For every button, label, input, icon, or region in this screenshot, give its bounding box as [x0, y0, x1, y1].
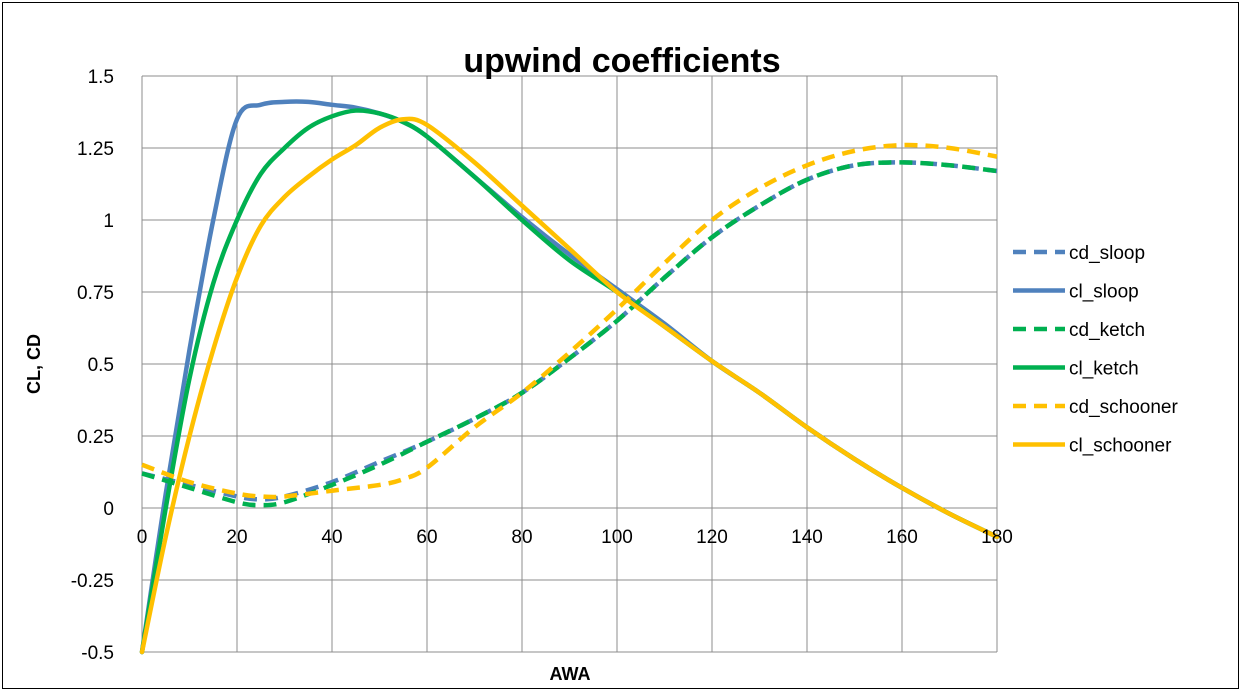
- y-tick-label: 1.25: [77, 139, 114, 160]
- series-layer: [139, 99, 1000, 655]
- x-tick-label: 0: [137, 527, 148, 548]
- y-tick-label: 0: [103, 499, 114, 520]
- series-line-cl-sloop: [139, 99, 1000, 655]
- grid-lines: [141, 75, 998, 653]
- y-tick-label: 1.5: [88, 67, 114, 88]
- x-tick-label: 40: [321, 527, 342, 548]
- x-tick-labels: 0 20 40 60 80 100 120 140 160 180: [137, 527, 1013, 548]
- x-tick-label: 80: [511, 527, 532, 548]
- x-tick-label: 20: [226, 527, 247, 548]
- y-tick-label: 0.75: [77, 283, 114, 304]
- x-tick-label: 160: [886, 527, 918, 548]
- y-tick-label: 1: [103, 211, 114, 232]
- legend-label-cl-sloop: cl_sloop: [1069, 282, 1139, 303]
- x-tick-label: 100: [601, 527, 633, 548]
- x-axis-label: AWA: [549, 664, 590, 684]
- legend-label-cd-schooner: cd_schooner: [1069, 397, 1178, 418]
- x-tick-label: 180: [981, 527, 1013, 548]
- y-tick-label: -0.5: [81, 643, 114, 664]
- x-tick-label: 120: [696, 527, 728, 548]
- series-line-cl-ketch: [139, 108, 1000, 655]
- legend-label-cl-ketch: cl_ketch: [1069, 359, 1139, 380]
- legend: cd_sloop cl_sloop cd_ketch cl_ketch cd_schoo…: [1013, 243, 1178, 457]
- y-tick-label: 0.5: [88, 355, 114, 376]
- x-tick-label: 60: [416, 527, 437, 548]
- y-tick-label: -0.25: [71, 571, 114, 592]
- series-line-cl-schooner: [139, 116, 1000, 655]
- series-line-cd-schooner: [141, 142, 998, 500]
- legend-label-cl-schooner: cl_schooner: [1069, 436, 1172, 457]
- legend-label-cd-sloop: cd_sloop: [1069, 243, 1145, 264]
- legend-label-cd-ketch: cd_ketch: [1069, 320, 1145, 341]
- y-tick-label: 0.25: [77, 427, 114, 448]
- y-tick-labels: -0.5 -0.25 0 0.25 0.5 0.75 1 1.25 1.5: [71, 67, 114, 664]
- x-tick-label: 140: [791, 527, 823, 548]
- y-axis-label: CL, CD: [24, 334, 44, 394]
- series-line-cd-ketch: [141, 160, 998, 508]
- chart-title: upwind coefficients: [463, 42, 780, 80]
